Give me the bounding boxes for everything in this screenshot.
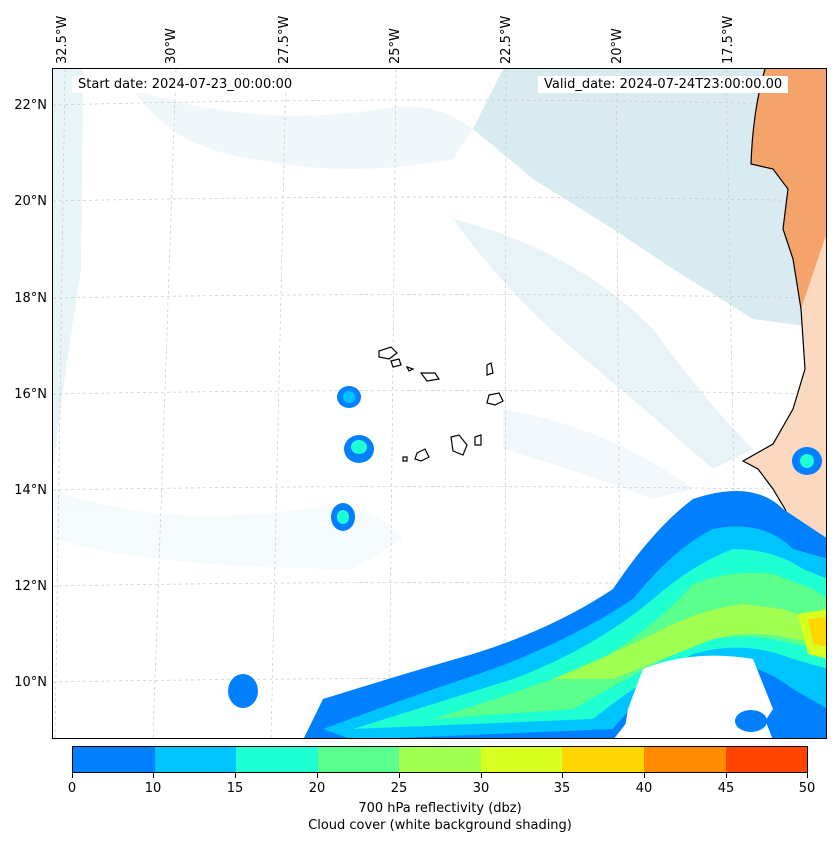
lon-label-30w: 30°W xyxy=(164,28,179,64)
colorbar-tick xyxy=(153,773,154,778)
colorbar-tick xyxy=(726,773,727,778)
colorbar-segment-25-30 xyxy=(399,747,481,772)
valid-date-label: Valid_date: 2024-07-24T23:00:00.00 xyxy=(538,76,789,93)
lon-label-25w: 25°W xyxy=(388,28,403,64)
colorbar-tick-label: 25 xyxy=(390,781,408,796)
start-date-label: Start date: 2024-07-23_00:00:00 xyxy=(72,76,299,93)
colorbar-tick-label: 0 xyxy=(67,781,77,796)
colorbar-segment-40-45 xyxy=(643,747,726,772)
colorbar-segment-15-20 xyxy=(236,747,318,772)
colorbar-segment-30-35 xyxy=(480,747,563,772)
lat-label-10n: 10°N xyxy=(14,675,47,690)
colorbar-tick-label: 15 xyxy=(226,781,244,796)
colorbar-tick-label: 45 xyxy=(717,781,735,796)
colorbar-tick xyxy=(317,773,318,778)
colorbar-tick xyxy=(562,773,563,778)
colorbar-tick xyxy=(399,773,400,778)
lon-label-22-5w: 22.5°W xyxy=(499,15,514,64)
colorbar-segment-10-15 xyxy=(154,747,237,772)
lon-label-17-5w: 17.5°W xyxy=(721,15,736,64)
colorbar-tick xyxy=(644,773,645,778)
colorbar-segment-20-25 xyxy=(317,747,400,772)
map-canvas xyxy=(53,69,826,738)
map-area[interactable] xyxy=(52,68,827,739)
lat-label-18n: 18°N xyxy=(14,291,47,306)
lon-label-20w: 20°W xyxy=(610,28,625,64)
lon-label-32-5w: 32.5°W xyxy=(55,15,70,64)
lat-label-12n: 12°N xyxy=(14,579,47,594)
reflectivity-field xyxy=(228,386,826,738)
lat-label-20n: 20°N xyxy=(14,194,47,209)
colorbar-segment-35-40 xyxy=(562,747,644,772)
colorbar-tick xyxy=(807,773,808,778)
cloud-shading xyxy=(53,69,826,569)
cape-verde-islands xyxy=(378,346,504,462)
colorbar-segment-45-50 xyxy=(725,747,808,772)
colorbar xyxy=(72,746,808,773)
colorbar-tick-label: 10 xyxy=(144,781,162,796)
lat-label-22n: 22°N xyxy=(14,98,47,113)
colorbar-tick-label: 40 xyxy=(635,781,653,796)
colorbar-sublabel: Cloud cover (white background shading) xyxy=(308,818,572,833)
colorbar-tick-label: 30 xyxy=(472,781,490,796)
colorbar-tick-label: 35 xyxy=(553,781,571,796)
colorbar-tick xyxy=(72,773,73,778)
colorbar-tick xyxy=(235,773,236,778)
colorbar-tick xyxy=(481,773,482,778)
lat-label-16n: 16°N xyxy=(14,387,47,402)
lon-label-27-5w: 27.5°W xyxy=(277,15,292,64)
lat-label-14n: 14°N xyxy=(14,483,47,498)
colorbar-segment-0-10 xyxy=(73,747,155,772)
colorbar-tick-label: 50 xyxy=(798,781,816,796)
colorbar-tick-label: 20 xyxy=(308,781,326,796)
colorbar-label: 700 hPa reflectivity (dbz) xyxy=(358,801,522,816)
